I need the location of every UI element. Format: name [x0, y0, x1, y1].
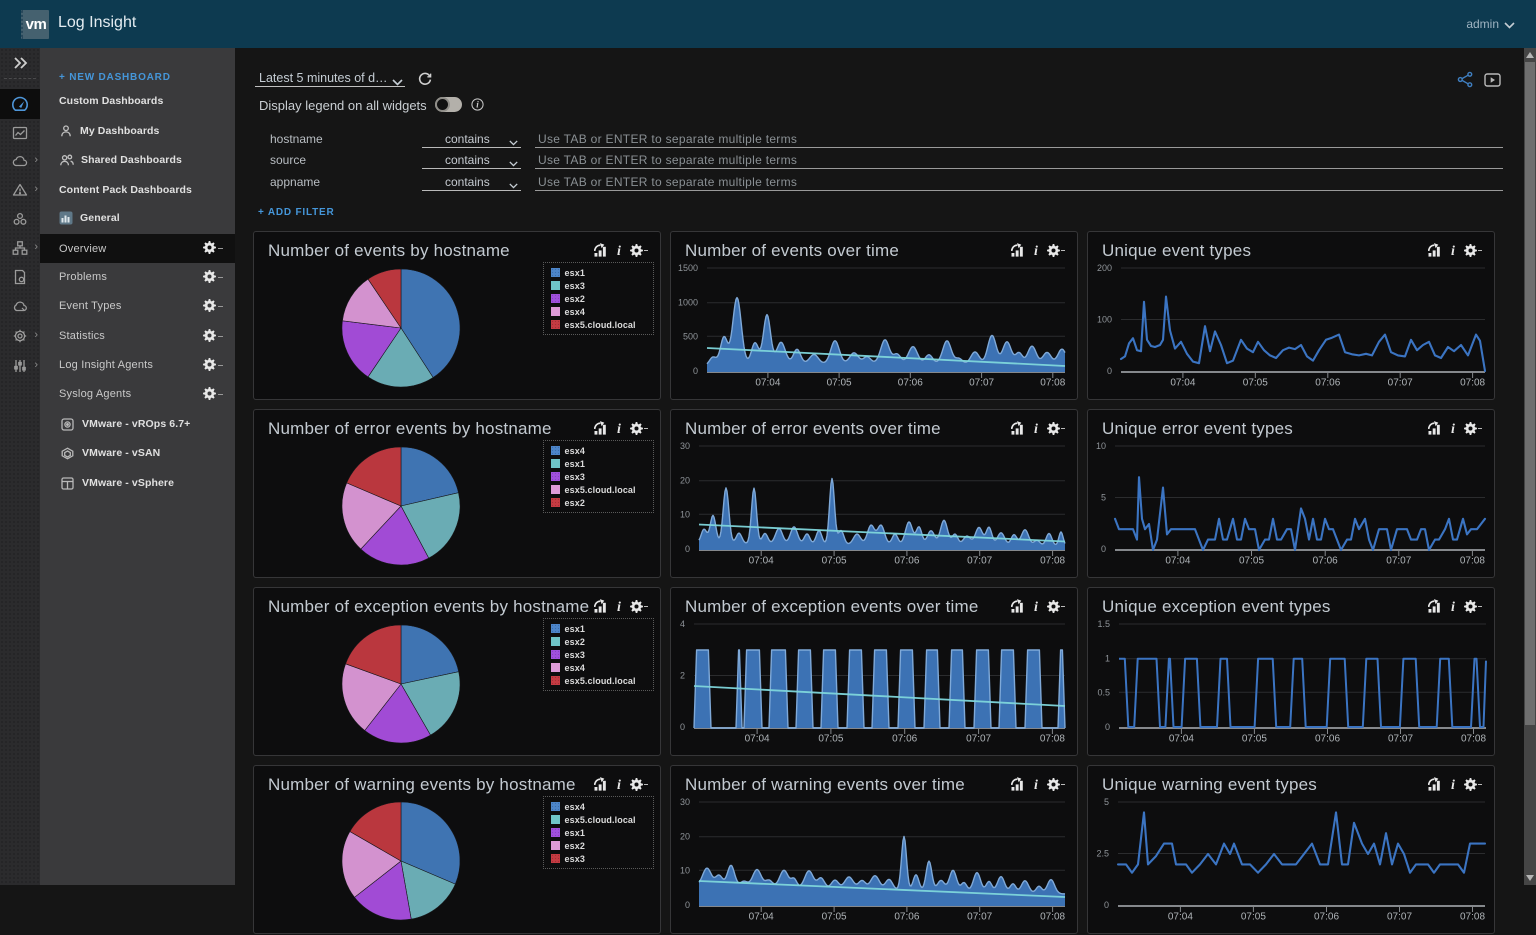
svg-text:i: i: [617, 422, 621, 435]
svg-text:07:06: 07:06: [894, 556, 919, 567]
svg-text:4: 4: [680, 619, 685, 629]
svg-text:0: 0: [685, 900, 690, 910]
svg-text:07:05: 07:05: [822, 912, 847, 923]
svg-text:07:08: 07:08: [1460, 378, 1485, 389]
svg-text:i: i: [1451, 778, 1455, 791]
svg-text:0: 0: [680, 722, 685, 732]
svg-text:20: 20: [680, 832, 690, 842]
svg-text:10: 10: [1096, 441, 1106, 451]
svg-text:07:06: 07:06: [894, 912, 919, 923]
svg-text:30: 30: [680, 441, 690, 451]
svg-text:07:06: 07:06: [1315, 378, 1340, 389]
svg-text:07:07: 07:07: [967, 912, 992, 923]
svg-text:07:07: 07:07: [969, 378, 994, 389]
svg-text:i: i: [1451, 600, 1455, 613]
svg-text:07:06: 07:06: [1313, 556, 1338, 567]
svg-text:i: i: [617, 778, 621, 791]
svg-text:i: i: [1451, 244, 1455, 257]
svg-text:07:07: 07:07: [1388, 734, 1413, 745]
svg-text:500: 500: [683, 331, 698, 341]
svg-text:07:07: 07:07: [1388, 378, 1413, 389]
svg-text:07:07: 07:07: [967, 556, 992, 567]
svg-text:07:06: 07:06: [898, 378, 923, 389]
svg-text:0: 0: [1104, 900, 1109, 910]
svg-text:07:05: 07:05: [822, 556, 847, 567]
svg-text:1: 1: [1105, 654, 1110, 664]
svg-text:0: 0: [693, 366, 698, 376]
svg-text:i: i: [1034, 422, 1038, 435]
svg-text:i: i: [617, 244, 621, 257]
svg-text:07:05: 07:05: [1243, 378, 1268, 389]
svg-text:07:05: 07:05: [1242, 734, 1267, 745]
svg-text:5: 5: [1101, 493, 1106, 503]
svg-text:07:05: 07:05: [818, 734, 843, 745]
svg-text:07:07: 07:07: [966, 734, 991, 745]
svg-text:07:05: 07:05: [827, 378, 852, 389]
svg-text:07:04: 07:04: [1170, 378, 1195, 389]
svg-text:07:08: 07:08: [1040, 912, 1065, 923]
svg-text:0: 0: [685, 544, 690, 554]
svg-text:2: 2: [680, 671, 685, 681]
svg-text:1000: 1000: [678, 298, 698, 308]
svg-text:07:06: 07:06: [1314, 912, 1339, 923]
svg-text:1.5: 1.5: [1097, 619, 1110, 629]
svg-text:07:04: 07:04: [1169, 734, 1194, 745]
svg-text:07:05: 07:05: [1239, 556, 1264, 567]
svg-text:i: i: [617, 600, 621, 613]
svg-text:0: 0: [1107, 366, 1112, 376]
svg-text:07:04: 07:04: [1165, 556, 1190, 567]
svg-text:07:04: 07:04: [749, 556, 774, 567]
svg-text:07:04: 07:04: [1168, 912, 1193, 923]
svg-text:1500: 1500: [678, 263, 698, 273]
svg-text:07:08: 07:08: [1460, 556, 1485, 567]
svg-text:07:08: 07:08: [1040, 556, 1065, 567]
svg-text:07:08: 07:08: [1040, 734, 1065, 745]
svg-text:07:04: 07:04: [745, 734, 770, 745]
svg-text:07:06: 07:06: [1315, 734, 1340, 745]
svg-text:07:07: 07:07: [1386, 556, 1411, 567]
svg-text:0: 0: [1105, 722, 1110, 732]
svg-text:07:04: 07:04: [755, 378, 780, 389]
svg-text:i: i: [1451, 422, 1455, 435]
svg-text:10: 10: [680, 865, 690, 875]
svg-text:200: 200: [1097, 263, 1112, 273]
svg-text:0: 0: [1101, 544, 1106, 554]
svg-text:5: 5: [1104, 797, 1109, 807]
svg-text:i: i: [1034, 600, 1038, 613]
svg-text:0.5: 0.5: [1097, 687, 1110, 697]
svg-text:i: i: [1034, 244, 1038, 257]
svg-text:07:08: 07:08: [1460, 912, 1485, 923]
svg-text:07:06: 07:06: [892, 734, 917, 745]
svg-text:20: 20: [680, 476, 690, 486]
svg-text:07:05: 07:05: [1241, 912, 1266, 923]
svg-text:2.5: 2.5: [1096, 849, 1109, 859]
svg-text:30: 30: [680, 797, 690, 807]
svg-text:i: i: [1034, 778, 1038, 791]
svg-text:07:04: 07:04: [749, 912, 774, 923]
svg-text:07:07: 07:07: [1387, 912, 1412, 923]
svg-text:100: 100: [1097, 315, 1112, 325]
svg-text:07:08: 07:08: [1040, 378, 1065, 389]
svg-text:i: i: [476, 100, 479, 110]
svg-text:10: 10: [680, 509, 690, 519]
svg-text:07:08: 07:08: [1461, 734, 1486, 745]
